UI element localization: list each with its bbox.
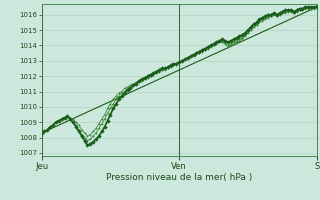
X-axis label: Pression niveau de la mer( hPa ): Pression niveau de la mer( hPa ) xyxy=(106,173,252,182)
